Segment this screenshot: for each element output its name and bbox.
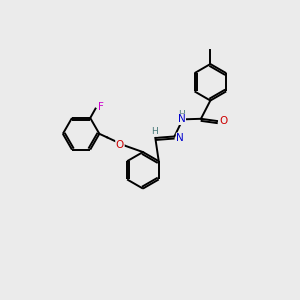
Text: F: F (98, 102, 104, 112)
Text: N: N (178, 114, 185, 124)
Text: H: H (178, 110, 185, 118)
Text: H: H (151, 127, 158, 136)
Text: O: O (219, 116, 227, 126)
Text: N: N (176, 133, 184, 143)
Text: O: O (116, 140, 124, 150)
